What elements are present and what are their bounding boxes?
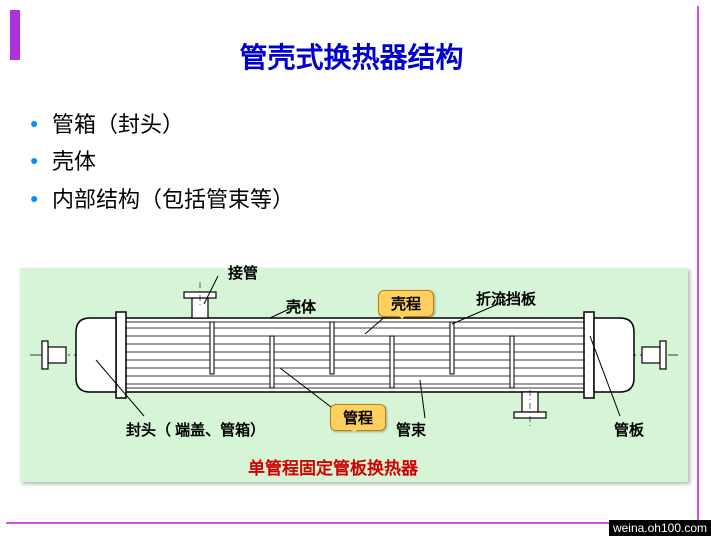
label-zheliu: 折流挡板 [476,288,536,309]
label-guanban: 管板 [614,419,644,440]
bullet-item: 壳体 [30,143,294,180]
bullet-list: 管箱（封头） 壳体 内部结构（包括管束等） [30,106,294,218]
diagram-caption: 单管程固定管板换热器 [248,454,418,479]
bullet-item: 管箱（封头） [30,106,294,143]
heat-exchanger-diagram [20,268,688,482]
label-keti: 壳体 [286,296,316,317]
callout-kecheng: 壳程 [378,290,434,317]
label-jieguan: 接管 [228,262,258,283]
callout-guancheng: 管程 [330,404,386,431]
bullet-item: 内部结构（包括管束等） [30,181,294,218]
page: 管壳式换热器结构 管箱（封头） 壳体 内部结构（包括管束等） 接管 壳体 折流挡… [6,6,699,524]
label-fengtou: 封头（ 端盖、管箱） [126,419,265,440]
page-title: 管壳式换热器结构 [6,36,697,76]
label-guanshu: 管束 [396,419,426,440]
credit-watermark: weina.oh100.com [609,520,711,536]
